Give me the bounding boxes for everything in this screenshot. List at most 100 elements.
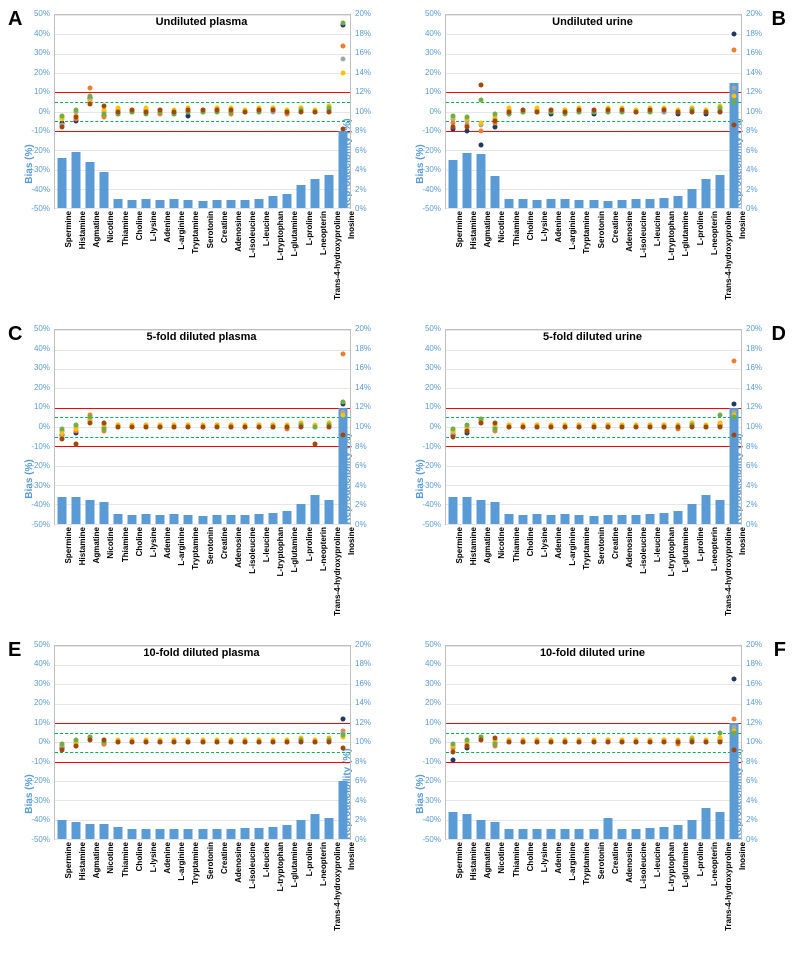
bias-dot — [731, 717, 736, 722]
x-label: L-glutamine — [290, 527, 299, 572]
ref-line-green — [446, 733, 741, 734]
y1-tick: -50% — [415, 836, 441, 844]
x-label: Tryptamine — [582, 527, 591, 570]
bias-dot — [102, 738, 107, 743]
x-label: L-arginine — [568, 211, 577, 250]
bar — [631, 515, 640, 524]
y1-tick: 40% — [415, 345, 441, 353]
x-label: Inosine — [347, 527, 356, 555]
bias-dot — [451, 434, 456, 439]
x-label: L-tryptophan — [667, 842, 676, 891]
bar — [324, 818, 333, 839]
x-label: L-isoleucine — [248, 211, 257, 258]
bias-dot — [340, 717, 345, 722]
x-label: Thiamine — [121, 211, 130, 246]
bar — [687, 504, 696, 523]
bar — [170, 199, 179, 209]
y2-tick: 8% — [355, 443, 381, 451]
bias-dot — [675, 740, 680, 745]
y1-tick: -20% — [24, 462, 50, 470]
bias-dot — [144, 424, 149, 429]
bar — [142, 199, 151, 209]
bias-dot — [493, 119, 498, 124]
y2-tick: 2% — [746, 501, 772, 509]
bias-dot — [451, 125, 456, 130]
bias-dot — [74, 115, 79, 120]
y2-tick: 18% — [355, 660, 381, 668]
gridline — [446, 485, 741, 486]
bar — [254, 514, 263, 524]
x-label: Agmatine — [483, 211, 492, 247]
gridline — [446, 34, 741, 35]
x-label: Spermine — [455, 842, 464, 878]
x-label: Histamine — [78, 211, 87, 249]
x-label: Serotonin — [206, 211, 215, 248]
bar — [296, 185, 305, 208]
gridline — [446, 820, 741, 821]
x-label: L-neopterin — [710, 527, 719, 571]
bias-dot — [340, 746, 345, 751]
bias-dot — [451, 742, 456, 747]
bias-dot — [340, 57, 345, 62]
bias-dot — [451, 757, 456, 762]
bias-dot — [549, 107, 554, 112]
bar — [701, 495, 710, 524]
bar — [324, 500, 333, 524]
y1-ticks: -50%-40%-30%-20%-10%0%10%20%30%40%50% — [415, 329, 443, 524]
y2-tick: 12% — [746, 403, 772, 411]
bar — [715, 500, 724, 524]
bias-dot — [228, 740, 233, 745]
y1-tick: -30% — [415, 482, 441, 490]
bias-dot — [200, 740, 205, 745]
bias-dot — [479, 142, 484, 147]
x-label: Thiamine — [512, 842, 521, 877]
bias-dot — [661, 740, 666, 745]
y2-ticks: 0%2%4%6%8%10%12%14%16%18%20% — [353, 14, 381, 209]
bias-dot — [619, 740, 624, 745]
bias-dot — [563, 109, 568, 114]
y1-tick: 40% — [24, 345, 50, 353]
plot-area — [54, 329, 351, 524]
bar — [212, 829, 221, 839]
bias-dot — [284, 740, 289, 745]
ref-line-green — [446, 752, 741, 753]
bar — [254, 199, 263, 209]
bias-dot — [675, 109, 680, 114]
y1-tick: 20% — [24, 69, 50, 77]
bias-dot — [116, 109, 121, 114]
x-label: Creatine — [611, 211, 620, 243]
y2-tick: 10% — [746, 108, 772, 116]
y1-ticks: -50%-40%-30%-20%-10%0%10%20%30%40%50% — [24, 329, 52, 524]
bias-dot — [717, 109, 722, 114]
bias-dot — [298, 424, 303, 429]
y1-tick: 30% — [415, 364, 441, 372]
y2-tick: 4% — [746, 797, 772, 805]
y2-tick: 0% — [746, 836, 772, 844]
x-label: Serotonin — [206, 842, 215, 879]
ref-line-green — [446, 121, 741, 122]
x-label: L-arginine — [177, 842, 186, 881]
bias-dot — [130, 424, 135, 429]
y1-tick: -30% — [24, 166, 50, 174]
x-label: L-lysine — [540, 211, 549, 241]
ref-line-green — [55, 121, 350, 122]
bias-dot — [675, 424, 680, 429]
bias-dot — [102, 111, 107, 116]
y1-tick: -20% — [24, 777, 50, 785]
y2-tick: 14% — [355, 384, 381, 392]
bar — [114, 827, 123, 839]
y2-tick: 14% — [746, 699, 772, 707]
x-label: L-arginine — [568, 842, 577, 881]
bar — [561, 514, 570, 524]
bar — [198, 516, 207, 524]
bar — [505, 199, 514, 209]
y2-tick: 4% — [355, 482, 381, 490]
ref-line-green — [446, 437, 741, 438]
bias-dot — [731, 730, 736, 735]
bar — [659, 827, 668, 839]
ref-line-green — [55, 752, 350, 753]
x-label: L-tryptophan — [276, 527, 285, 576]
bias-dot — [60, 125, 65, 130]
x-label: Agmatine — [483, 842, 492, 878]
x-label: Tryptamine — [191, 211, 200, 254]
